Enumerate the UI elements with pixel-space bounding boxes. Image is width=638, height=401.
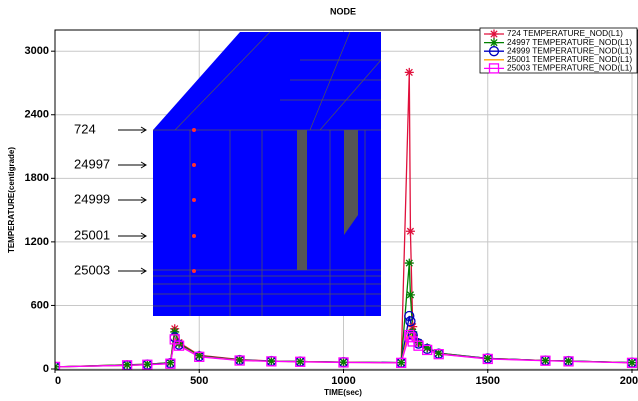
arrows — [118, 127, 146, 274]
y-tick-label: 2400 — [25, 109, 49, 121]
chart: NODE TIME(sec) TEMPERATURE(centigrade) — [0, 0, 638, 401]
y-tick-label: 1800 — [25, 172, 49, 184]
y-tick-label: 0 — [43, 363, 49, 375]
data-point — [406, 290, 415, 299]
legend-label: 25003 TEMPERATURE_NOD(L1) — [507, 63, 632, 73]
y-tick-label: 1200 — [25, 236, 49, 248]
inset-label: 24997 — [74, 156, 110, 171]
data-point — [405, 68, 414, 77]
inset-labels: 724 24997 24999 25001 25003 — [74, 121, 110, 277]
x-tick-label: 500 — [190, 375, 208, 387]
legend-marker — [490, 30, 499, 39]
page: {"chart_data": {"type": "line", "title":… — [0, 0, 638, 401]
x-tick-label: 0 — [55, 375, 61, 387]
y-axis-label: TEMPERATURE(centigrade) — [7, 147, 16, 253]
legend: 724 TEMPERATURE_NOD(L1)24997 TEMPERATURE… — [480, 28, 637, 73]
inset-label: 24999 — [74, 191, 110, 206]
x-tick-label: 1000 — [331, 375, 355, 387]
y-tick-label: 3000 — [25, 45, 49, 57]
x-tick-label: 1500 — [476, 375, 500, 387]
inset-image — [118, 32, 381, 316]
x-axis-label: TIME(sec) — [324, 388, 362, 397]
mesh-slot — [297, 130, 307, 270]
inset-label: 25003 — [74, 262, 110, 277]
inset-label: 724 — [74, 121, 96, 136]
chart-title: NODE — [330, 6, 356, 16]
y-tick-label: 600 — [31, 299, 49, 311]
inset-label: 25001 — [74, 227, 110, 242]
data-point — [406, 227, 415, 236]
data-point — [405, 259, 414, 268]
x-tick-label: 2000 — [620, 375, 638, 387]
